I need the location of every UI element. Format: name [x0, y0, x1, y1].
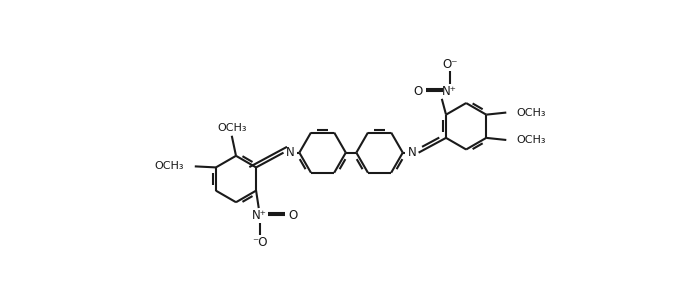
Text: N: N: [286, 146, 295, 159]
Text: O: O: [414, 85, 423, 98]
Text: O: O: [288, 209, 298, 222]
Text: OCH₃: OCH₃: [155, 161, 184, 171]
Text: N⁺: N⁺: [443, 85, 457, 98]
Text: ⁻O: ⁻O: [252, 237, 268, 249]
Text: N: N: [408, 146, 416, 159]
Text: OCH₃: OCH₃: [217, 123, 247, 133]
Text: OCH₃: OCH₃: [517, 135, 547, 145]
Text: N⁺: N⁺: [252, 209, 267, 222]
Text: OCH₃: OCH₃: [517, 107, 547, 118]
Text: O⁻: O⁻: [442, 57, 458, 70]
